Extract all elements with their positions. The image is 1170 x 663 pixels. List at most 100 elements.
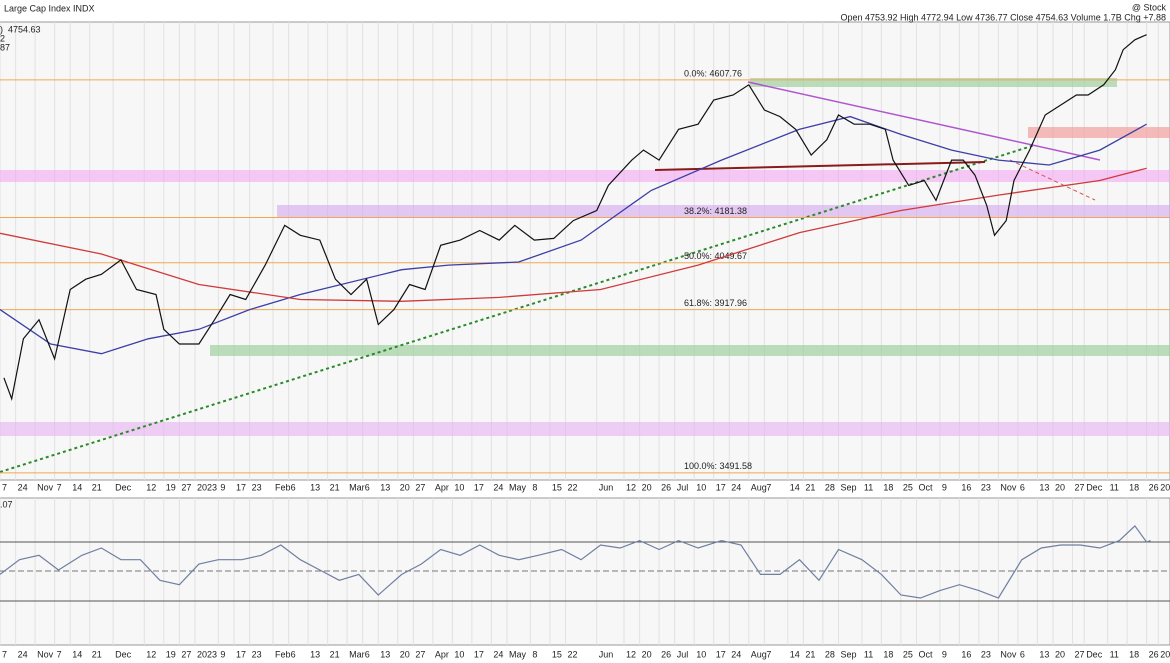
x-tick-label: 26	[661, 482, 671, 492]
x-tick-label: 28	[825, 649, 835, 659]
x-tick-label: 11	[864, 649, 873, 659]
x-tick-label: 18	[883, 649, 893, 659]
zones	[0, 78, 1170, 602]
x-tick-label: 27	[1075, 482, 1085, 492]
support-zone	[0, 422, 1170, 436]
x-tick-label: 7	[57, 649, 62, 659]
fib-label: 61.8%: 3917.96	[684, 298, 747, 308]
x-tick-label: 13	[310, 482, 320, 492]
x-tick-label: Dec	[1086, 482, 1103, 492]
legend-fragment: )	[0, 24, 3, 34]
x-tick-label: 24	[493, 482, 503, 492]
x-tick-label: 26	[1149, 649, 1159, 659]
x-tick-label: Nov	[1000, 482, 1017, 492]
support-zone	[210, 345, 1170, 356]
x-tick-label: Nov	[1000, 649, 1017, 659]
x-tick-label: Oct	[919, 482, 934, 492]
x-tick-label: Oct	[919, 649, 934, 659]
x-tick-label: 12	[626, 482, 636, 492]
x-tick-label: 202	[1160, 482, 1170, 492]
moving-average	[0, 115, 1147, 355]
x-tick-label: 7	[766, 482, 771, 492]
x-tick-label: 24	[731, 482, 741, 492]
x-tick-label: 21	[92, 482, 102, 492]
moving-average	[0, 167, 1147, 302]
x-tick-label: 202	[1160, 649, 1170, 659]
x-tick-label: Apr	[435, 649, 449, 659]
x-tick-label: 21	[805, 649, 815, 659]
x-tick-label: 15	[552, 482, 562, 492]
x-tick-label: 22	[568, 649, 578, 659]
x-tick-label: 23	[252, 482, 262, 492]
x-tick-label: 9	[942, 482, 947, 492]
x-tick-label: 7	[2, 649, 7, 659]
x-tick-label: 13	[380, 482, 390, 492]
x-tick-label: Mar	[349, 482, 365, 492]
x-tick-label: 21	[92, 649, 102, 659]
x-tick-label: 12	[146, 482, 156, 492]
price-line	[3, 34, 1147, 402]
x-tick-label: 2023	[197, 482, 217, 492]
x-tick-label: 11	[864, 482, 873, 492]
x-tick-label: 10	[454, 482, 464, 492]
x-tick-label: 7	[766, 649, 771, 659]
x-tick-label: 27	[1075, 649, 1085, 659]
x-tick-label: 17	[236, 649, 246, 659]
x-tick-label: 27	[181, 649, 191, 659]
x-tick-label: 26	[1149, 482, 1159, 492]
rsi-title: .07	[0, 499, 13, 509]
x-tick-label: 13	[310, 649, 320, 659]
x-tick-label: 7	[2, 482, 7, 492]
x-tick-label: 23	[981, 482, 991, 492]
x-tick-label: 21	[330, 649, 340, 659]
trendline	[654, 161, 986, 171]
x-tick-label: 17	[474, 649, 484, 659]
fib-label: 50.0%: 4049.67	[684, 251, 747, 261]
x-tick-label: 21	[330, 482, 340, 492]
x-tick-label: 11	[1110, 649, 1119, 659]
x-tick-label: 8	[532, 482, 537, 492]
x-tick-label: 21	[805, 482, 815, 492]
x-tick-label: 18	[883, 482, 893, 492]
x-tick-label: 25	[903, 649, 913, 659]
x-tick-label: 20	[400, 649, 410, 659]
x-tick-label: Aug	[751, 482, 767, 492]
x-tick-label: 25	[903, 482, 913, 492]
x-tick-label: 9	[220, 482, 225, 492]
x-tick-label: 20	[400, 482, 410, 492]
x-tick-label: 2023	[197, 649, 217, 659]
x-tick-label: Jul	[677, 482, 689, 492]
x-tick-label: 13	[1039, 482, 1049, 492]
x-tick-label: 6	[365, 649, 370, 659]
x-tick-label: Nov	[37, 482, 54, 492]
x-tick-label: 26	[661, 649, 671, 659]
x-tick-label: Dec	[1086, 649, 1103, 659]
x-tick-label: 13	[1039, 649, 1049, 659]
x-tick-label: 9	[942, 649, 947, 659]
x-tick-label: 16	[961, 482, 971, 492]
legend-fragment: 87	[0, 42, 10, 52]
x-tick-label: Mar	[349, 649, 365, 659]
x-tick-label: 24	[18, 482, 28, 492]
x-tick-label: 6	[291, 649, 296, 659]
chart-title: Large Cap Index INDX	[4, 3, 95, 13]
last-value: 4754.63	[8, 24, 41, 34]
watermark: @ Stock	[1132, 2, 1167, 12]
x-tick-label: 27	[415, 649, 425, 659]
legend-fragment: 2	[0, 33, 5, 43]
ohlc-header: Open 4753.92 High 4772.94 Low 4736.77 Cl…	[841, 12, 1167, 22]
x-tick-label: 9	[220, 649, 225, 659]
fib-label: 38.2%: 4181.38	[684, 206, 747, 216]
x-tick-label: 6	[291, 482, 296, 492]
price-panel	[0, 21, 1170, 481]
x-tick-label: Jun	[599, 482, 614, 492]
x-tick-label: Sep	[841, 482, 857, 492]
x-tick-label: 6	[1020, 649, 1025, 659]
trendline	[0, 144, 1036, 473]
fib-label: 100.0%: 3491.58	[684, 461, 752, 471]
x-tick-label: 19	[166, 649, 176, 659]
x-tick-label: 14	[790, 649, 800, 659]
x-tick-label: 23	[252, 649, 262, 659]
x-tick-label: 14	[72, 649, 82, 659]
